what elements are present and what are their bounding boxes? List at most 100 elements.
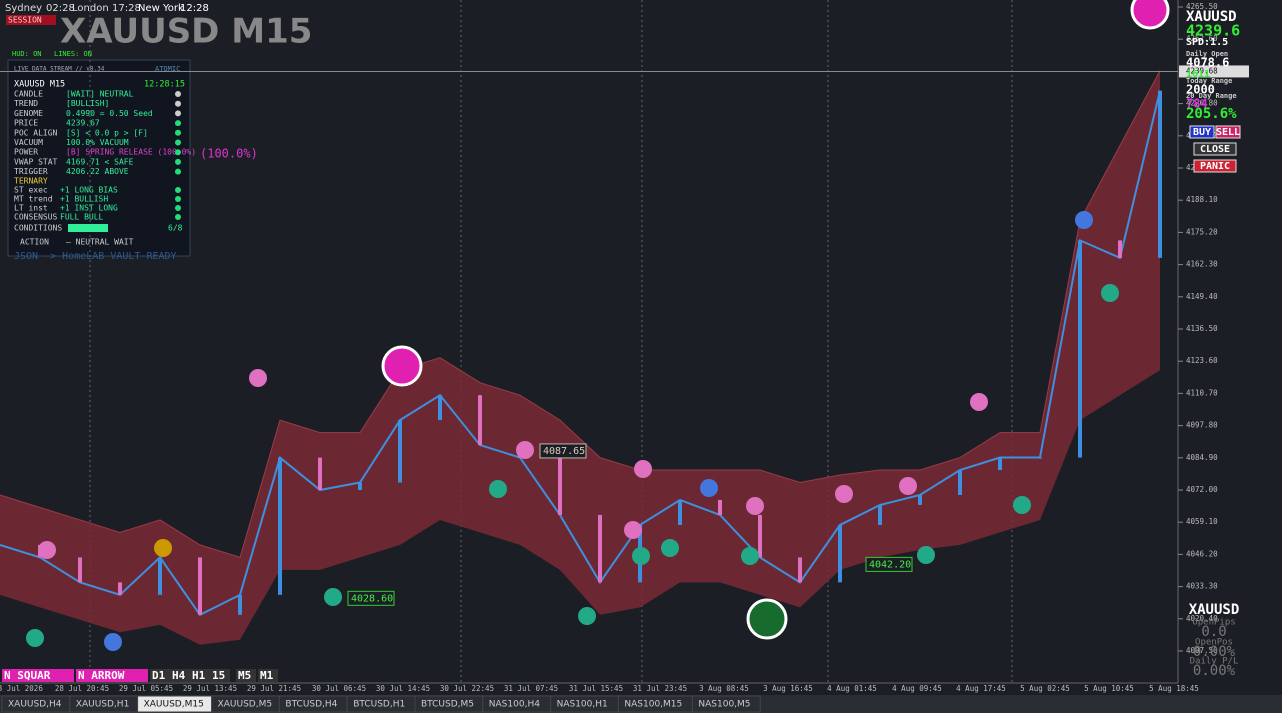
- hud-value: 100.0% VACUUM: [66, 138, 129, 147]
- signal: [835, 485, 853, 503]
- panel-text: 2000: [1186, 83, 1215, 97]
- tab-label[interactable]: NAS100,H1: [557, 700, 608, 710]
- tab-label[interactable]: NAS100,M5: [698, 700, 750, 710]
- banner-label[interactable]: M5: [238, 669, 251, 682]
- x-tick-label: 29 Jul 13:45: [183, 684, 237, 693]
- panel-text: SPD:1.5: [1186, 37, 1228, 48]
- banner-box[interactable]: [258, 669, 278, 682]
- tab-label[interactable]: XAUUSD,M5: [218, 700, 273, 710]
- banner-box[interactable]: [210, 669, 230, 682]
- buy-signal: [746, 598, 788, 640]
- hud-value: [WAIT] NEUTRAL: [66, 90, 134, 99]
- banner-label[interactable]: N ARROW: [78, 669, 125, 682]
- ternary-value: +1 INST LONG: [60, 204, 118, 213]
- banner-label[interactable]: D1: [152, 669, 166, 682]
- panel-text: Daily Open: [1186, 50, 1228, 58]
- candle: [958, 470, 962, 495]
- toggle[interactable]: HUD: ON: [12, 50, 42, 58]
- signal: [26, 629, 44, 647]
- title: XAUUSD M15: [60, 12, 312, 52]
- candle: [1118, 240, 1122, 258]
- panel-text: OpenPips: [1192, 618, 1235, 628]
- x-tick-label: 31 Jul 07:45: [504, 684, 558, 693]
- status-dot: [175, 168, 181, 175]
- x-tick-label: 29 Jul 21:45: [247, 684, 301, 693]
- hud-footer: JSON -> HomeLAB VAULT-READY: [14, 251, 177, 262]
- banner-label[interactable]: 15: [212, 669, 225, 682]
- button[interactable]: [1193, 159, 1237, 173]
- candle: [558, 457, 562, 515]
- hud-label: VACUUM: [14, 138, 43, 147]
- x-tick-label: 5 Aug 18:45: [1149, 684, 1199, 693]
- hud-label: GENOME: [14, 109, 43, 118]
- tab[interactable]: [691, 695, 761, 713]
- status-dot: [175, 158, 181, 165]
- action-value: — NEUTRAL WAIT: [66, 238, 134, 247]
- candle: [1038, 457, 1042, 459]
- tab-label[interactable]: BTCUSD,H4: [285, 700, 337, 710]
- candle: [238, 594, 242, 615]
- button[interactable]: [1189, 125, 1215, 139]
- button-label[interactable]: CLOSE: [1200, 144, 1230, 155]
- button-label[interactable]: PANIC: [1200, 161, 1230, 172]
- conditions-bar: [68, 224, 108, 232]
- signal: [632, 547, 650, 565]
- candle: [358, 482, 362, 490]
- y-tick-label: 4188.10: [1186, 195, 1218, 204]
- x-tick-label: 31 Jul 23:45: [633, 684, 687, 693]
- banner-box[interactable]: [236, 669, 256, 682]
- banner-box[interactable]: [76, 669, 148, 682]
- y-tick-label: 4033.30: [1186, 582, 1218, 591]
- hud-label: POC ALIGN: [14, 128, 58, 137]
- button-label[interactable]: BUY: [1193, 127, 1211, 138]
- banner-box[interactable]: [170, 669, 190, 682]
- tab-label[interactable]: NAS100,M15: [624, 700, 682, 710]
- tab-label[interactable]: BTCUSD,M5: [421, 700, 474, 710]
- x-tick-label: 30 Jul 14:45: [376, 684, 430, 693]
- status-dot: [175, 100, 181, 107]
- x-tick-label: 28 Jul 2026: [0, 684, 43, 693]
- banner-label[interactable]: M1: [260, 669, 274, 682]
- hud-label: CANDLE: [14, 90, 43, 99]
- candle: [798, 557, 802, 583]
- current-price-box: [1179, 65, 1249, 78]
- tab-label[interactable]: XAUUSD,H4: [8, 700, 62, 710]
- y-tick-label: 4059.10: [1186, 517, 1218, 526]
- candle: [678, 499, 682, 525]
- x-tick-label: 30 Jul 06:45: [312, 684, 366, 693]
- clock: London: [72, 3, 109, 14]
- tab-label[interactable]: BTCUSD,H1: [353, 700, 405, 710]
- banner-label[interactable]: N SQUAR: [4, 669, 51, 682]
- button-label[interactable]: SELL: [1216, 127, 1240, 138]
- tab-label[interactable]: XAUUSD,M15: [144, 700, 204, 710]
- price-axis: [1178, 0, 1282, 695]
- banner-label[interactable]: H1: [192, 669, 206, 682]
- price-line: [0, 90, 1161, 617]
- price-tag-label: 4087.65: [543, 446, 585, 457]
- hud-label: TREND: [14, 99, 38, 108]
- panel-text: 0.00%: [1193, 644, 1236, 660]
- panel-text: XAUUSD: [1189, 602, 1240, 618]
- session-box: [6, 15, 56, 25]
- banner-box[interactable]: [2, 669, 74, 682]
- banner-box[interactable]: [190, 669, 210, 682]
- hud-value: 4169.71 < SAFE: [66, 157, 134, 166]
- banner-label[interactable]: H4: [172, 669, 186, 682]
- signal: [154, 539, 172, 557]
- button[interactable]: [1193, 142, 1237, 156]
- clock: 12:28: [180, 3, 209, 14]
- tab-label[interactable]: XAUUSD,H1: [76, 700, 130, 710]
- status-dot: [175, 187, 181, 193]
- signal: [249, 369, 267, 387]
- panel-text: XAUUSD: [1186, 9, 1237, 25]
- candle: [718, 499, 722, 515]
- status-dot: [175, 149, 181, 156]
- sell-signal: [1130, 0, 1170, 30]
- banner-box[interactable]: [150, 669, 170, 682]
- candle: [118, 582, 122, 595]
- status-dot: [175, 196, 181, 202]
- button[interactable]: [1215, 125, 1241, 139]
- tab-label[interactable]: NAS100,H4: [489, 700, 540, 710]
- toggle[interactable]: LINES: ON: [54, 50, 92, 58]
- x-tick-label: 29 Jul 05:45: [119, 684, 173, 693]
